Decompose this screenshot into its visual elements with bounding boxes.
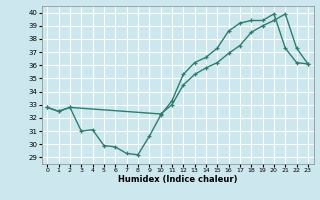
X-axis label: Humidex (Indice chaleur): Humidex (Indice chaleur) (118, 175, 237, 184)
